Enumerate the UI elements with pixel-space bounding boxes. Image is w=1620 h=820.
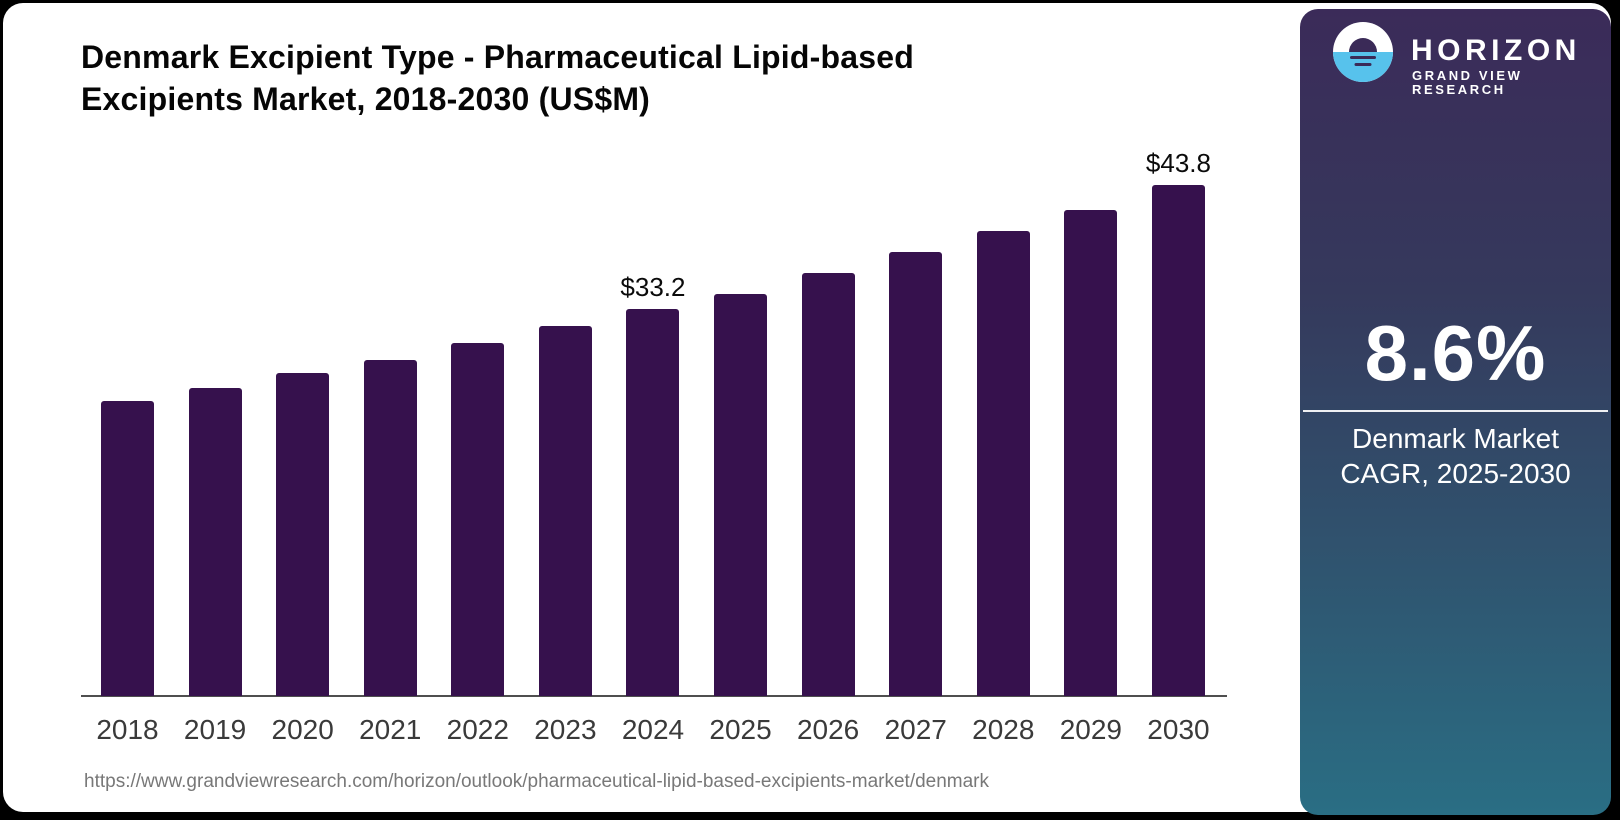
x-tick-2030: 2030 bbox=[1147, 714, 1210, 745]
x-tick-2021: 2021 bbox=[359, 714, 422, 745]
infographic-card: Denmark Excipient Type - Pharmaceutical … bbox=[3, 3, 1611, 815]
bar-2020 bbox=[276, 372, 330, 696]
bar-2024 bbox=[626, 308, 680, 696]
x-tick-2026: 2026 bbox=[796, 714, 860, 745]
x-tick-2029: 2029 bbox=[1059, 714, 1123, 745]
stat-divider bbox=[1303, 410, 1608, 412]
bar-chart: 2018 2019 2020 2021 2022 2023 2024 $33.2 2025 202… bbox=[3, 3, 1303, 820]
data-label-2030: $43.8 bbox=[1145, 148, 1211, 178]
chart-title: Denmark Excipient Type - Pharmaceutical … bbox=[81, 39, 914, 117]
bar-2029 bbox=[1064, 209, 1118, 696]
logo-reflection-line bbox=[1354, 63, 1372, 66]
x-tick-2019: 2019 bbox=[183, 714, 247, 745]
cagr-value: 8.6% bbox=[1364, 309, 1547, 397]
x-tick-2023: 2023 bbox=[534, 714, 597, 745]
bar-2019 bbox=[188, 388, 242, 696]
bar-2027 bbox=[889, 251, 943, 696]
bar-2026 bbox=[801, 272, 855, 696]
x-tick-2027: 2027 bbox=[884, 714, 947, 745]
x-axis-line bbox=[81, 695, 1227, 697]
brand-name: HORIZON bbox=[1411, 34, 1581, 67]
brand-panel: HORIZON GRAND VIEW RESEARCH 8.6% Denmark… bbox=[1300, 9, 1611, 815]
bar-2022 bbox=[451, 342, 505, 696]
source-url: https://www.grandviewresearch.com/horizo… bbox=[84, 771, 990, 792]
x-tick-2020: 2020 bbox=[271, 714, 334, 745]
x-tick-2024: 2024 bbox=[621, 714, 685, 745]
bar-2030 bbox=[1151, 185, 1205, 696]
x-tick-2028: 2028 bbox=[972, 714, 1035, 745]
brand-tagline: GRAND VIEW RESEARCH bbox=[1412, 68, 1523, 97]
bar-2018 bbox=[101, 400, 154, 696]
bar-2025 bbox=[714, 293, 768, 696]
bar-2028 bbox=[976, 230, 1030, 696]
x-tick-2022: 2022 bbox=[446, 714, 509, 745]
bar-2023 bbox=[538, 326, 592, 696]
data-label-2024: $33.2 bbox=[620, 271, 686, 302]
logo-reflection-line bbox=[1350, 56, 1376, 59]
bar-2021 bbox=[363, 360, 417, 696]
x-tick-2025: 2025 bbox=[709, 714, 772, 745]
cagr-label: Denmark Market CAGR, 2025-2030 bbox=[1340, 423, 1571, 489]
logo-sun-shape bbox=[1349, 38, 1377, 52]
x-tick-2018: 2018 bbox=[96, 714, 159, 745]
horizon-logo sun-horizon-icon bbox=[1333, 22, 1393, 82]
